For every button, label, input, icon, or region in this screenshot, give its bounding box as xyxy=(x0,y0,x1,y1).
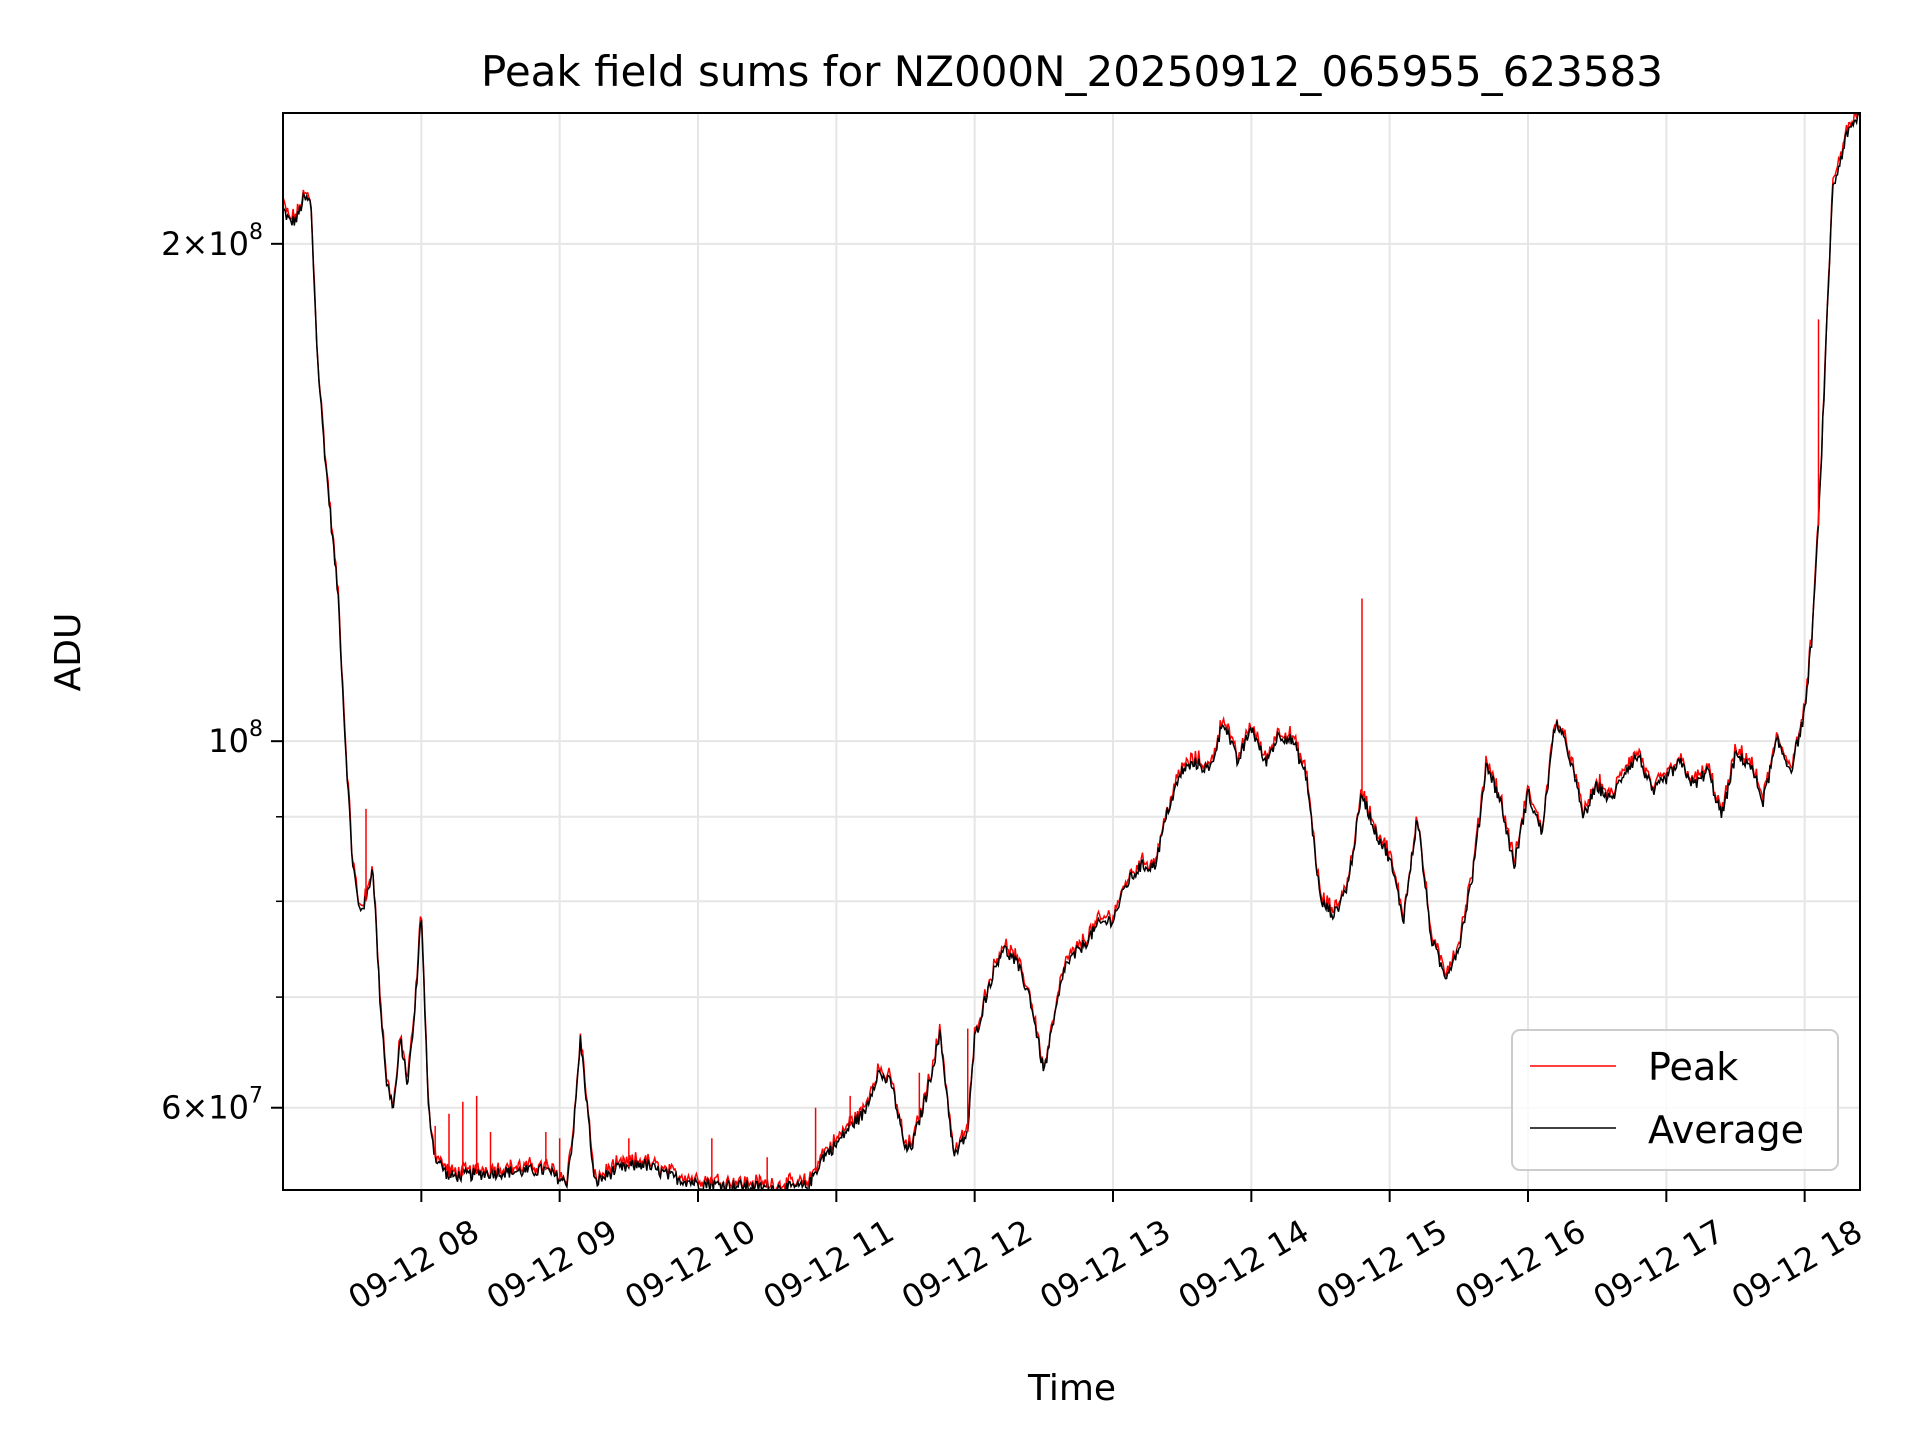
y-tick-label-base: 6×10 xyxy=(161,1089,249,1127)
x-axis-label: Time xyxy=(1027,1368,1116,1409)
legend-box xyxy=(1511,1029,1839,1171)
y-axis-label: ADU xyxy=(48,613,89,692)
y-tick-label-base: 2×10 xyxy=(161,225,249,263)
legend-label-peak: Peak xyxy=(1648,1045,1738,1089)
y-tick-label: 6×107 xyxy=(161,1084,263,1127)
y-tick-label: 2×108 xyxy=(161,220,263,263)
plot-frame xyxy=(282,112,1861,1191)
grid xyxy=(283,113,1860,1190)
chart-title: Peak field sums for NZ000N_20250912_0659… xyxy=(481,47,1663,96)
legend: Peak Average xyxy=(1511,1029,1839,1171)
y-tick-label-exponent: 7 xyxy=(249,1084,263,1109)
plot-series xyxy=(283,113,1860,1190)
y-tick-label-base: 10 xyxy=(208,722,249,760)
y-tick-label: 108 xyxy=(208,717,263,760)
y-tick-label-exponent: 8 xyxy=(249,220,263,245)
y-tick-label-exponent: 8 xyxy=(249,717,263,742)
legend-label-average: Average xyxy=(1648,1108,1804,1152)
